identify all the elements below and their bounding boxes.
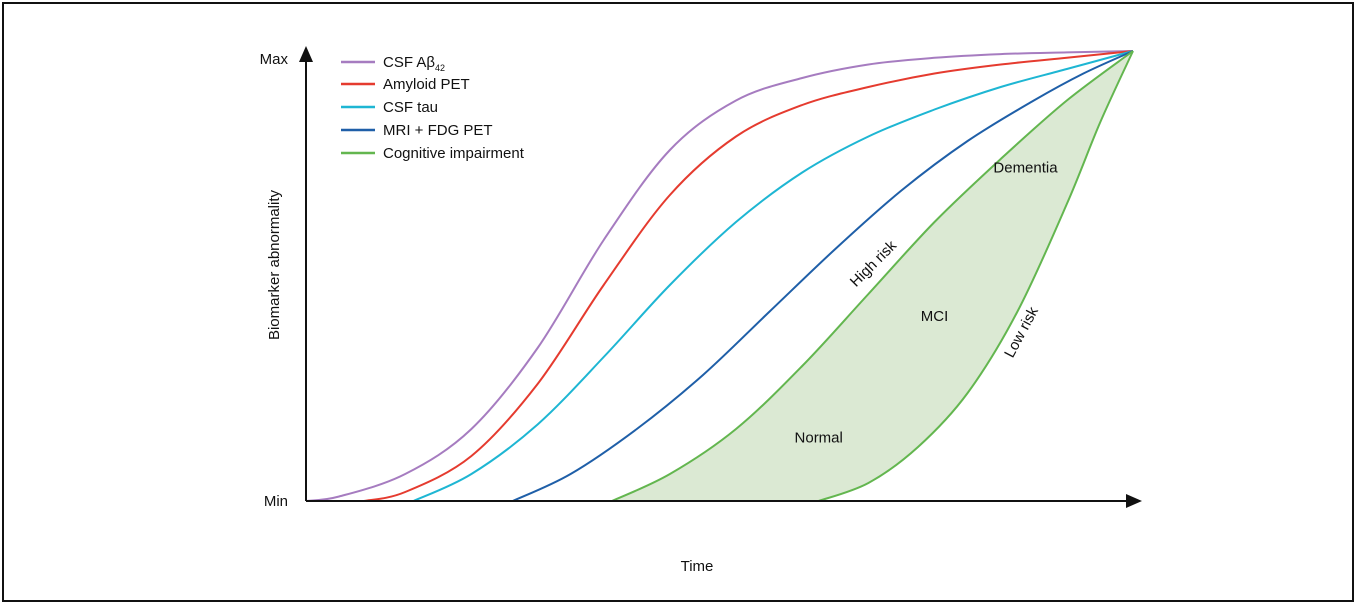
x-axis-label: Time: [681, 558, 714, 575]
legend-label-csf-ab42-main: CSF Aβ: [383, 54, 435, 71]
x-axis-arrow: [1126, 494, 1142, 508]
series-line-amyloid-pet: [363, 50, 1134, 502]
series-line-cognitive-low-risk: [818, 50, 1134, 502]
legend-label-mri-fdg-pet: MRI + FDG PET: [383, 122, 493, 139]
y-axis-label: Biomarker abnormality: [266, 189, 283, 340]
legend-label-csf-tau: CSF tau: [383, 99, 438, 116]
y-tick-label-min: Min: [264, 493, 288, 510]
legend: CSF Aβ42 Amyloid PET CSF tau MRI + FDG P…: [341, 54, 525, 162]
series-line-mri-fdg-pet: [512, 50, 1134, 502]
cognitive-region-fill: [612, 51, 1133, 501]
series-line-csf-tau: [413, 50, 1134, 502]
legend-label-amyloid-pet: Amyloid PET: [383, 76, 470, 93]
series-line-cognitive-high-risk: [611, 50, 1134, 502]
y-tick-label-max: Max: [260, 51, 289, 68]
y-axis-arrow: [299, 46, 313, 62]
legend-label-csf-ab42-subscript: 42: [435, 63, 445, 73]
annotation-dementia: Dementia: [993, 160, 1058, 177]
annotation-mci: MCI: [921, 308, 949, 325]
legend-label-csf-ab42: CSF Aβ42: [383, 54, 445, 73]
legend-label-cognitive-impairment: Cognitive impairment: [383, 145, 525, 162]
series-line-csf-ab42: [305, 50, 1134, 502]
annotation-normal: Normal: [795, 430, 843, 447]
